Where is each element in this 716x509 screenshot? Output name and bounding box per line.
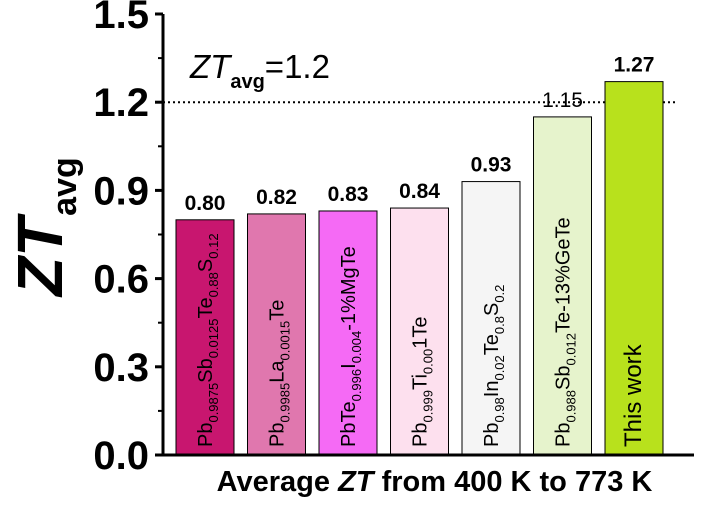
- bar: [533, 116, 592, 456]
- y-tick-label: 1.2: [93, 81, 149, 125]
- y-axis: 0.0 0.3 0.6 0.9 1.2 1.5 ZTavg: [4, 0, 165, 478]
- bar: [604, 81, 664, 456]
- bar-value-label: 0.93: [471, 154, 512, 177]
- bars: ZTavg=1.2 0.80 Pb0.9875Sb0.0125Te0.88S0.12…: [163, 48, 678, 456]
- y-tick-label: 0.0: [93, 434, 149, 478]
- y-tick-label: 0.3: [93, 346, 149, 390]
- bar-label: This work: [620, 343, 647, 447]
- bar-value-label: 0.83: [328, 183, 369, 206]
- y-tick-label: 0.9: [93, 169, 149, 213]
- y-tick-label: 1.5: [93, 0, 149, 37]
- y-tick-label: 0.6: [93, 258, 149, 302]
- bar-label: PbTe0.996I0.004-1%MgTe: [338, 246, 364, 447]
- bar-label: Pb0.98In0.02Te0.8S0.2: [481, 285, 507, 447]
- bar: [318, 210, 378, 456]
- bar-value-label: 1.27: [614, 54, 655, 77]
- bar-label: Pb0.9985La0.0015Te: [267, 300, 293, 447]
- bar-value-label: 0.82: [256, 186, 297, 209]
- bar: [461, 181, 521, 456]
- bar-value-label: 1.15: [542, 89, 583, 112]
- reference-line-label: ZTavg=1.2: [189, 48, 330, 93]
- bar-label: Pb0.988Sb0.012Te-13%GeTe: [553, 217, 579, 447]
- bar-value-label: 0.84: [399, 180, 440, 203]
- y-axis-label: ZTavg: [4, 157, 84, 298]
- bar-label: Pb0.999Ti0.001Te: [410, 317, 436, 448]
- bar: [390, 207, 449, 456]
- bar: [175, 219, 235, 456]
- bar-value-label: 0.80: [185, 192, 226, 215]
- bar: [247, 213, 306, 456]
- bar-label: Pb0.9875Sb0.0125Te0.88S0.12: [195, 233, 221, 447]
- x-axis: Average ZT from 400 K to 773 K: [161, 453, 694, 498]
- x-axis-label: Average ZT from 400 K to 773 K: [217, 466, 653, 498]
